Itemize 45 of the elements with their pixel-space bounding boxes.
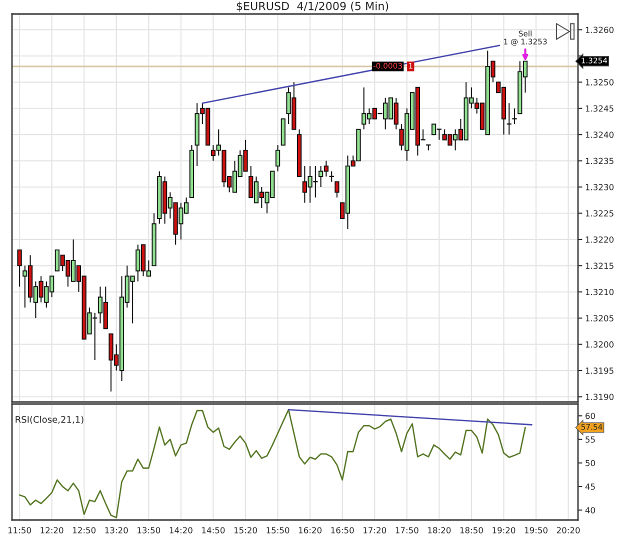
x-tick-label: 12:50 — [73, 527, 96, 534]
x-tick-label: 12:20 — [40, 527, 64, 534]
x-tick-label: 13:20 — [105, 527, 128, 534]
y-tick-label: 1.3250 — [586, 79, 614, 86]
x-tick-label: 19:20 — [492, 527, 516, 534]
y-tick-label: 1.3195 — [586, 368, 614, 374]
x-tick-label: 16:20 — [298, 527, 322, 534]
y-tick-label: 40 — [585, 507, 595, 514]
x-tick-label: 18:20 — [428, 527, 451, 534]
x-tick-label: 19:50 — [524, 527, 548, 534]
candlestick — [17, 249, 22, 288]
y-tick-label: 45 — [585, 484, 595, 490]
y-tick-label: 1.3245 — [586, 105, 614, 112]
y-tick-label: 1.3200 — [586, 341, 614, 348]
x-tick-label: 13:50 — [138, 527, 160, 534]
y-tick-label: 1.3220 — [586, 236, 614, 243]
x-tick-label: 17:50 — [396, 527, 418, 534]
candlestick — [512, 108, 517, 125]
text: RSI(Close,21,1) — [16, 416, 84, 424]
x-tick-label: 16:50 — [331, 527, 354, 534]
x-tick-label: 11:50 — [8, 527, 31, 534]
chart-title: $EURUSD 4/1/2009 (5 Min) — [236, 2, 388, 12]
y-tick-label: 1.3230 — [586, 184, 614, 190]
x-tick-label: 15:50 — [266, 527, 290, 534]
y-tick-label: 1.3205 — [586, 315, 614, 322]
y-tick-label: 55 — [586, 436, 595, 443]
y-tick-label: 1.3210 — [586, 288, 614, 296]
candlestick — [329, 170, 334, 182]
y-tick-label: 1.3235 — [586, 158, 614, 164]
y-tick-label: 1.3260 — [586, 26, 614, 34]
candlestick — [334, 181, 340, 198]
x-tick-label: 17:20 — [364, 527, 386, 534]
x-tick-label: 14:20 — [170, 527, 192, 534]
y-tick-label: 60 — [586, 412, 595, 420]
x-tick-label: 14:50 — [202, 527, 225, 534]
x-tick-label: 15:20 — [234, 527, 257, 534]
y-tick-label: 1.3225 — [586, 210, 614, 217]
y-tick-label: 50 — [586, 460, 595, 466]
candlestick — [506, 102, 512, 136]
y-tick-label: 1.3215 — [586, 262, 614, 269]
y-tick-label: 1.3240 — [586, 132, 614, 138]
y-tick-label: 1.3190 — [586, 394, 614, 400]
candlestick — [275, 144, 280, 172]
x-tick-label: 18:50 — [460, 527, 483, 534]
x-tick-label: 20:20 — [556, 527, 580, 534]
